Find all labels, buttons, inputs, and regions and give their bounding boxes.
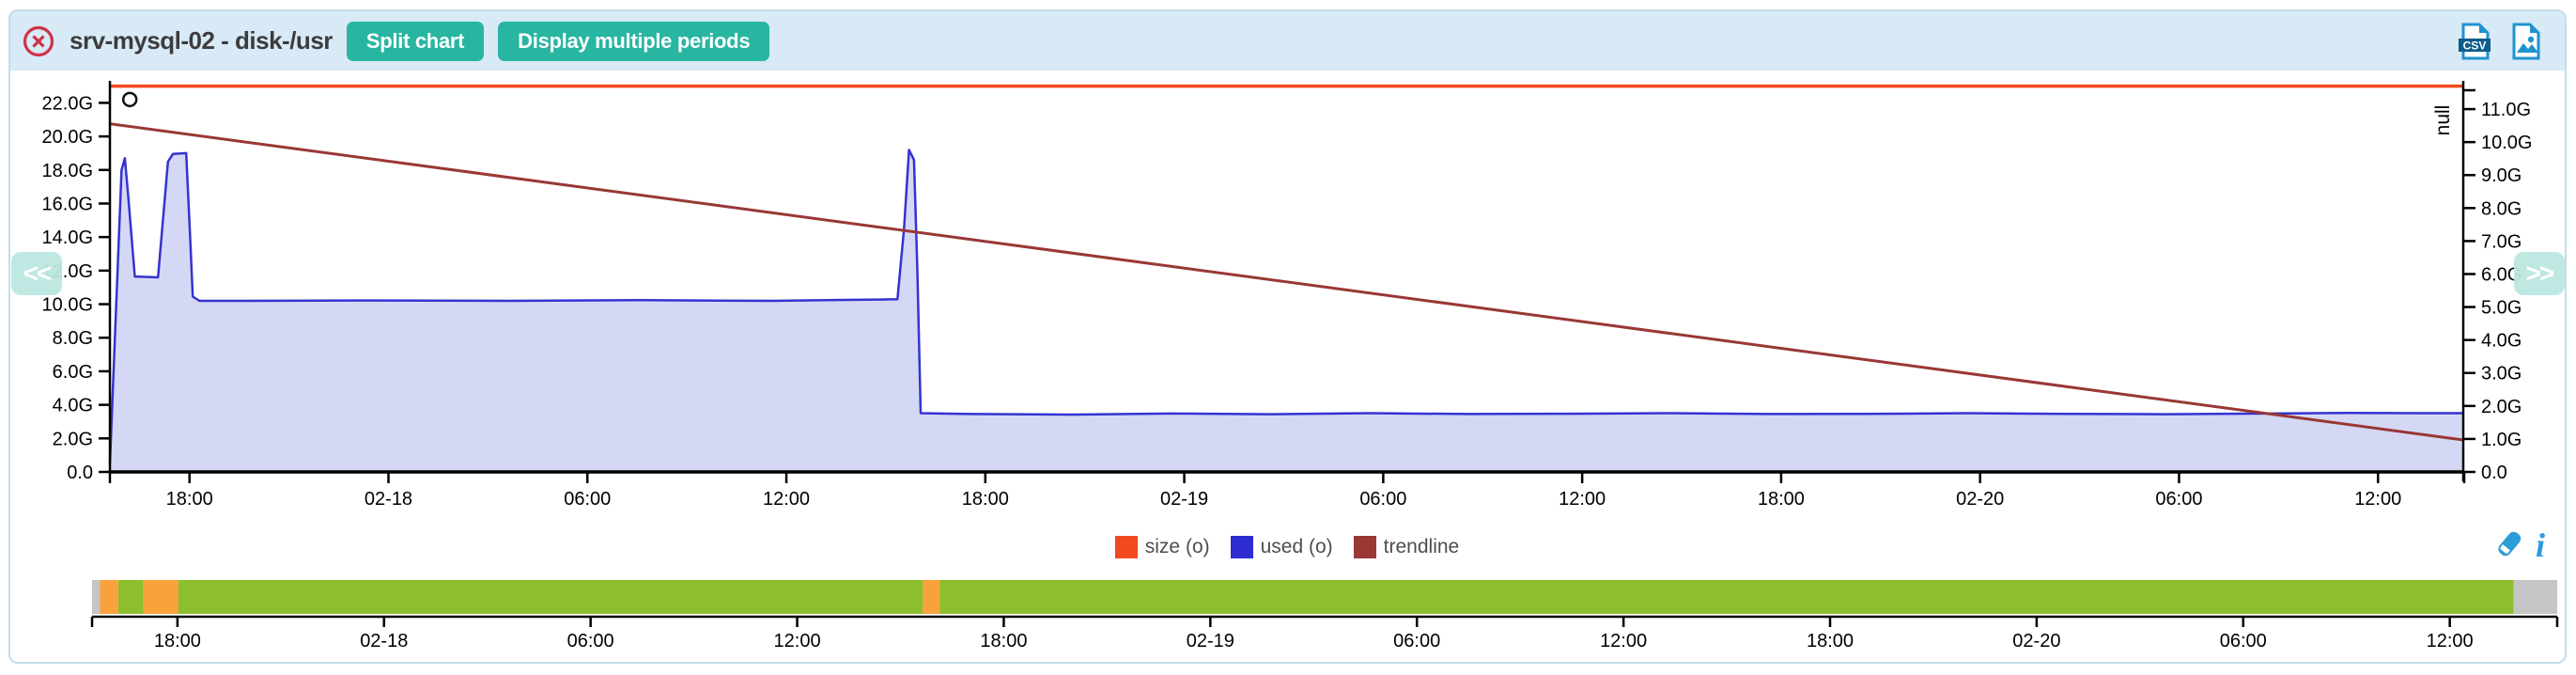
right-axis-tick-label: 4.0G xyxy=(2481,331,2522,352)
brush-status-segment-warning[interactable] xyxy=(143,580,178,614)
brush-axis-tick-label: 12:00 xyxy=(774,631,821,651)
legend-item-size[interactable]: size (o) xyxy=(1114,536,1210,558)
x-axis-tick-label: 18:00 xyxy=(1758,489,1805,510)
right-axis-tick-label: 0.0 xyxy=(2481,463,2507,483)
used-swatch xyxy=(1230,536,1253,558)
image-export-icon[interactable] xyxy=(2506,22,2544,61)
brush-axis-tick-label: 02-18 xyxy=(360,631,408,651)
info-icon[interactable]: i xyxy=(2536,526,2546,564)
brush-axis-tick-label: 18:00 xyxy=(1807,631,1854,651)
right-axis-tick-label: 1.0G xyxy=(2481,430,2522,450)
brush-status-segment-unknown[interactable] xyxy=(2513,580,2557,614)
x-axis-tick-label: 18:00 xyxy=(962,489,1009,510)
x-axis-tick-label: 12:00 xyxy=(763,489,810,510)
chart-legend: size (o) used (o) trendline xyxy=(110,532,2464,562)
left-axis-tick-label: 4.0G xyxy=(53,396,93,416)
brush-status-segment-warning[interactable] xyxy=(100,580,118,614)
next-period-button[interactable]: >> xyxy=(2514,252,2565,295)
left-axis-tick-label: 8.0G xyxy=(53,328,93,349)
size-swatch xyxy=(1114,536,1138,558)
used-series-line xyxy=(108,149,2464,464)
right-axis-title: null xyxy=(2432,105,2454,136)
trendline-swatch xyxy=(1353,536,1376,558)
split-chart-button[interactable]: Split chart xyxy=(346,21,485,61)
legend-label: used (o) xyxy=(1260,536,1333,557)
x-axis-tick-label: 12:00 xyxy=(2354,489,2401,510)
right-axis-tick-label: 3.0G xyxy=(2481,364,2522,385)
left-axis-tick-label: 0.0 xyxy=(67,463,93,483)
left-axis-tick-label: 18.0G xyxy=(42,161,93,181)
eraser-icon[interactable] xyxy=(2494,529,2522,561)
right-axis-tick-label: 7.0G xyxy=(2481,231,2522,252)
svg-text:CSV: CSV xyxy=(2463,39,2487,52)
brush-status-segment-ok[interactable] xyxy=(178,580,923,614)
legend-label: trendline xyxy=(1383,536,1460,557)
left-axis-tick-label: 6.0G xyxy=(53,362,93,383)
brush-status-segment-warning[interactable] xyxy=(923,580,940,614)
right-axis-tick-label: 9.0G xyxy=(2481,165,2522,186)
right-axis-tick-label: 8.0G xyxy=(2481,198,2522,219)
left-axis-tick-label: 14.0G xyxy=(42,228,93,248)
x-axis-tick-label: 02-20 xyxy=(1956,489,2004,510)
brush-status-segment-ok[interactable] xyxy=(939,580,2514,614)
brush-status-segment-ok[interactable] xyxy=(117,580,144,614)
brush-axis-tick-label: 12:00 xyxy=(1600,631,1647,651)
size-point-marker xyxy=(121,91,138,108)
right-axis-tick-label: 10.0G xyxy=(2481,133,2532,153)
left-axis-tick-label: 16.0G xyxy=(42,194,93,214)
display-multiple-periods-button[interactable]: Display multiple periods xyxy=(498,21,770,61)
x-axis-tick-label: 02-18 xyxy=(365,489,412,510)
left-axis-tick-label: 10.0G xyxy=(42,295,93,316)
brush-axis-tick-label: 18:00 xyxy=(980,631,1027,651)
brush-axis-tick-label: 06:00 xyxy=(2220,631,2267,651)
brush-status-segment-unknown[interactable] xyxy=(92,580,101,614)
close-icon[interactable] xyxy=(22,24,55,58)
x-axis-tick-label: 06:00 xyxy=(564,489,611,510)
left-axis-tick-label: 22.0G xyxy=(42,93,93,114)
right-axis-tick-label: 5.0G xyxy=(2481,298,2522,319)
x-axis-tick-label: 02-19 xyxy=(1160,489,1208,510)
x-axis-tick-label: 12:00 xyxy=(1559,489,1606,510)
legend-label: size (o) xyxy=(1144,536,1210,557)
right-axis-tick-label: 11.0G xyxy=(2481,100,2531,120)
brush-axis-tick-label: 06:00 xyxy=(567,631,614,651)
x-axis-tick-label: 06:00 xyxy=(2155,489,2202,510)
brush-axis-tick-label: 02-20 xyxy=(2012,631,2060,651)
x-axis-tick-label: 06:00 xyxy=(1359,489,1406,510)
x-axis-tick-label: 18:00 xyxy=(166,489,213,510)
brush-axis-tick-label: 06:00 xyxy=(1393,631,1440,651)
csv-export-icon[interactable]: CSV xyxy=(2456,22,2493,61)
export-toolbar: CSV xyxy=(2456,22,2544,61)
legend-item-used[interactable]: used (o) xyxy=(1230,536,1333,558)
legend-tools: i xyxy=(2494,526,2545,564)
panel-header: srv-mysql-02 - disk-/usr Split chart Dis… xyxy=(10,11,2565,71)
right-axis-tick-label: 6.0G xyxy=(2481,264,2522,285)
left-axis-tick-label: 20.0G xyxy=(42,127,93,148)
previous-period-button[interactable]: << xyxy=(11,252,62,295)
used-area-fill xyxy=(110,149,2464,472)
left-axis-tick-label: 2.0G xyxy=(53,429,93,449)
legend-item-trendline[interactable]: trendline xyxy=(1353,536,1460,558)
brush-axis-tick-label: 12:00 xyxy=(2427,631,2474,651)
right-axis-tick-label: 2.0G xyxy=(2481,397,2522,417)
panel-title: srv-mysql-02 - disk-/usr xyxy=(70,26,333,55)
brush-axis-tick-label: 02-19 xyxy=(1187,631,1234,651)
brush-axis-tick-label: 18:00 xyxy=(154,631,201,651)
trendline-series-line xyxy=(109,122,2465,442)
